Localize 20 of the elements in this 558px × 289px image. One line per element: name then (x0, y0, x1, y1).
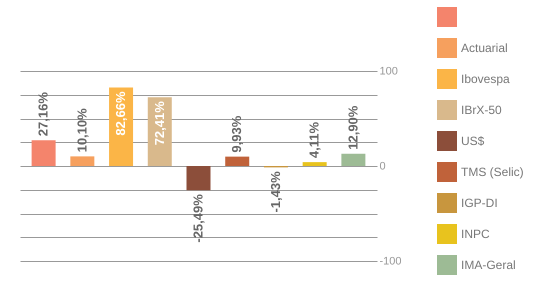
data-label: 10,10% (74, 108, 90, 152)
legend-label: Actuarial (461, 41, 508, 55)
legend-label: IBrX-50 (461, 103, 502, 117)
data-label: 72,41% (152, 100, 167, 146)
data-label: 4,11% (306, 122, 322, 158)
data-label: 27,16% (36, 92, 51, 136)
legend-label: TMS (Selic) (461, 165, 524, 179)
data-label: 12,90% (345, 105, 360, 150)
legend-label: US$ (461, 134, 485, 148)
legend-label: INPC (461, 227, 490, 241)
data-label: -25,49% (190, 194, 206, 243)
legend-label: IGP-DI (461, 196, 498, 210)
data-label: -1,43% (268, 170, 283, 213)
data-label: 9,93% (229, 115, 244, 153)
legend-label: IMA-Geral (461, 258, 516, 272)
y-tick-label: -100 (380, 256, 402, 268)
data-label: 82,66% (113, 91, 128, 136)
legend-label: Ibovespa (461, 72, 510, 86)
y-tick-label: 100 (380, 66, 398, 78)
y-tick-label: 0 (380, 160, 386, 172)
